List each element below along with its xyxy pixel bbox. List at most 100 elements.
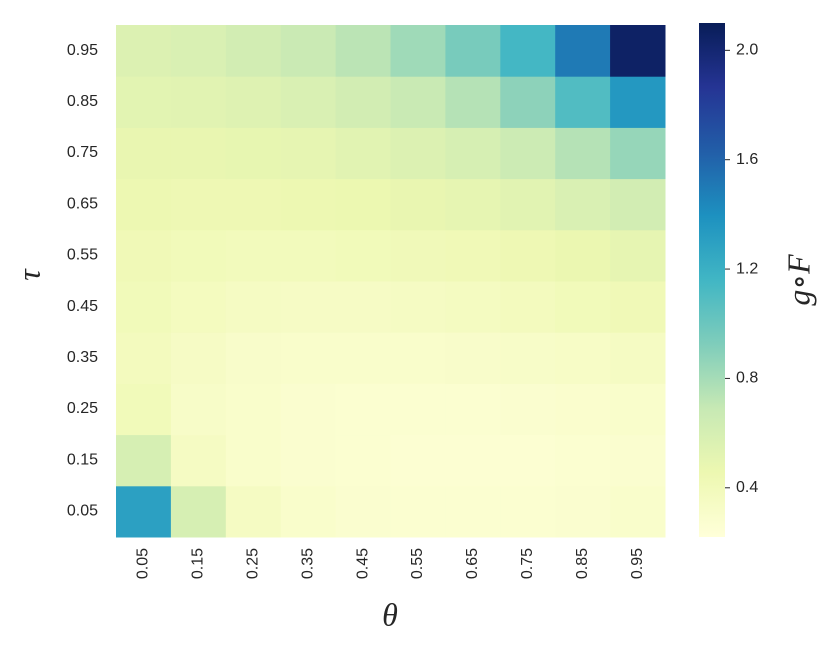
y-tick-label: 0.95	[67, 42, 98, 59]
heatmap-cell	[116, 434, 172, 487]
heatmap-cell	[170, 332, 227, 384]
heatmap-cell	[116, 229, 172, 282]
heatmap-cell	[390, 127, 446, 180]
heatmap-cell	[225, 127, 282, 180]
y-tick-label: 0.25	[67, 400, 98, 417]
y-tick-label: 0.45	[67, 298, 98, 315]
heatmap-cell	[555, 178, 611, 231]
heatmap-cell	[555, 332, 611, 384]
heatmap-cell	[116, 281, 172, 333]
colorbar-label: g∘F	[780, 254, 816, 306]
heatmap-cell	[225, 178, 282, 231]
heatmap-cell	[335, 383, 391, 436]
x-tick-label: 0.85	[574, 548, 591, 579]
heatmap-cell	[280, 127, 337, 180]
x-tick-label: 0.15	[190, 548, 207, 579]
heatmap-cell	[500, 281, 556, 333]
heatmap-cell	[225, 76, 282, 128]
heatmap-cell	[610, 434, 666, 487]
heatmap-cell	[170, 485, 227, 538]
heatmap-cell	[280, 485, 337, 538]
heatmap-cell	[170, 127, 227, 180]
heatmap-cell	[335, 332, 391, 384]
heatmap-cell	[390, 434, 446, 487]
heatmap-cell	[500, 434, 556, 487]
y-tick-label: 0.55	[67, 247, 98, 264]
heatmap-cell	[225, 229, 282, 282]
heatmap-cell	[555, 127, 611, 180]
heatmap-cell	[610, 127, 666, 180]
heatmap-cell	[445, 383, 501, 436]
heatmap-cell	[500, 25, 556, 77]
heatmap-cell	[335, 127, 391, 180]
heatmap-cell	[445, 127, 501, 180]
heatmap-cell	[390, 281, 446, 333]
heatmap-cell	[555, 383, 611, 436]
heatmap-cell	[170, 434, 227, 487]
heatmap-cell	[225, 485, 282, 538]
colorbar-tick-label: 1.6	[736, 151, 758, 168]
heatmap-cell	[555, 485, 611, 538]
heatmap-cell	[116, 76, 172, 128]
heatmap-cell	[225, 281, 282, 333]
y-axis-label: τ	[10, 268, 46, 281]
y-tick-label: 0.05	[67, 503, 98, 520]
heatmap-cell	[555, 229, 611, 282]
x-tick-label: 0.75	[519, 548, 536, 579]
heatmap-cell	[445, 485, 501, 538]
heatmap-cell	[555, 76, 611, 128]
heatmap-cell	[170, 229, 227, 282]
heatmap-cell	[390, 485, 446, 538]
y-tick-label: 0.85	[67, 93, 98, 110]
x-tick-label: 0.05	[135, 548, 152, 579]
heatmap-cell	[445, 229, 501, 282]
x-tick-label: 0.65	[464, 548, 481, 579]
colorbar-tick-label: 2.0	[736, 42, 758, 59]
heatmap-cell	[610, 383, 666, 436]
heatmap-cell	[225, 383, 282, 436]
heatmap-cell	[390, 25, 446, 77]
heatmap-cell	[335, 25, 391, 77]
heatmap-cell	[170, 178, 227, 231]
heatmap-cell	[610, 281, 666, 333]
y-tick-label: 0.15	[67, 451, 98, 468]
heatmap-cell	[500, 127, 556, 180]
heatmap-cell	[280, 434, 337, 487]
heatmap-cell	[280, 76, 337, 128]
heatmap-cell	[335, 76, 391, 128]
heatmap-cell	[445, 25, 501, 77]
heatmap-cell	[280, 229, 337, 282]
x-tick-label: 0.25	[244, 548, 261, 579]
heatmap-cell	[335, 434, 391, 487]
heatmap-cell	[390, 178, 446, 231]
heatmap-cell	[500, 229, 556, 282]
heatmap-cell	[225, 434, 282, 487]
heatmap-cell	[225, 332, 282, 384]
x-tick-label: 0.45	[354, 548, 371, 579]
heatmap-cell	[170, 383, 227, 436]
heatmap-cell	[610, 332, 666, 384]
heatmap-cell	[610, 76, 666, 128]
heatmap-cell	[390, 383, 446, 436]
heatmap-cell	[280, 281, 337, 333]
heatmap-cell	[445, 332, 501, 384]
x-tick-label: 0.95	[629, 548, 646, 579]
heatmap-cell	[116, 127, 172, 180]
heatmap-cell	[390, 332, 446, 384]
heatmap-cell	[170, 281, 227, 333]
heatmap-cell	[335, 281, 391, 333]
heatmap-cell	[280, 25, 337, 77]
heatmap-cell	[116, 25, 172, 77]
heatmap-cell	[500, 485, 556, 538]
heatmap-cell	[445, 434, 501, 487]
heatmap-cell	[390, 76, 446, 128]
heatmap-cell	[335, 229, 391, 282]
heatmap-cell	[335, 178, 391, 231]
x-tick-label: 0.35	[299, 548, 316, 579]
heatmap-cell	[390, 229, 446, 282]
heatmap-cell	[280, 332, 337, 384]
colorbar-tick-label: 0.4	[736, 479, 758, 496]
heatmap-cell	[610, 485, 666, 538]
heatmap-cell	[500, 332, 556, 384]
heatmap-cell	[610, 229, 666, 282]
